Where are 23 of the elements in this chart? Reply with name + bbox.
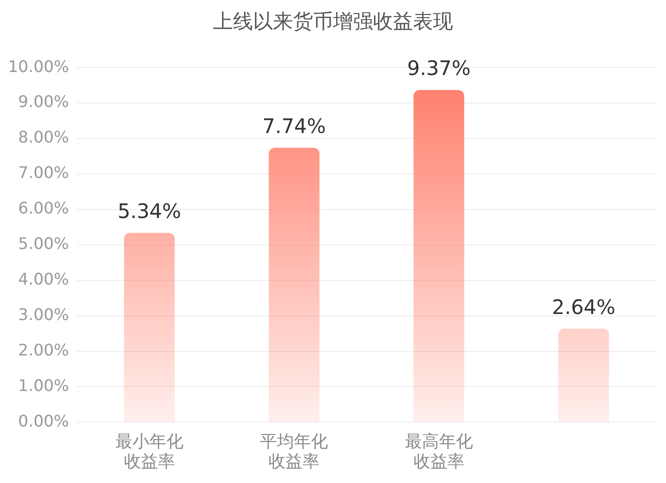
y-tick-label: 4.00% xyxy=(18,270,70,289)
bar xyxy=(414,90,464,422)
bar xyxy=(558,328,609,422)
y-tick-label: 1.00% xyxy=(18,376,70,395)
y-tick-label: 6.00% xyxy=(18,198,70,218)
x-tick-label: 最小年化收益率 xyxy=(115,432,184,472)
data-label: 7.74% xyxy=(262,114,326,138)
y-tick-label: 5.00% xyxy=(18,234,70,254)
x-tick-label: 最高年化收益率 xyxy=(404,432,473,472)
y-tick-label: 8.00% xyxy=(18,128,70,147)
y-tick-label: 0.00% xyxy=(18,411,70,430)
y-tick-label: 9.00% xyxy=(18,92,70,112)
data-label: 5.34% xyxy=(118,199,182,224)
bar xyxy=(268,148,320,422)
y-tick-label: 3.00% xyxy=(18,304,70,324)
y-tick-label: 2.00% xyxy=(18,340,70,360)
y-tick-label: 7.00% xyxy=(18,163,70,182)
chart-title: 上线以来货币增强收益表现 xyxy=(212,8,454,35)
data-label: 9.37% xyxy=(407,56,471,80)
y-tick-label: 10.00% xyxy=(8,56,70,76)
x-tick-label: 平均年化收益率 xyxy=(260,432,328,472)
data-label: 2.64% xyxy=(552,294,616,319)
bar xyxy=(124,232,175,422)
